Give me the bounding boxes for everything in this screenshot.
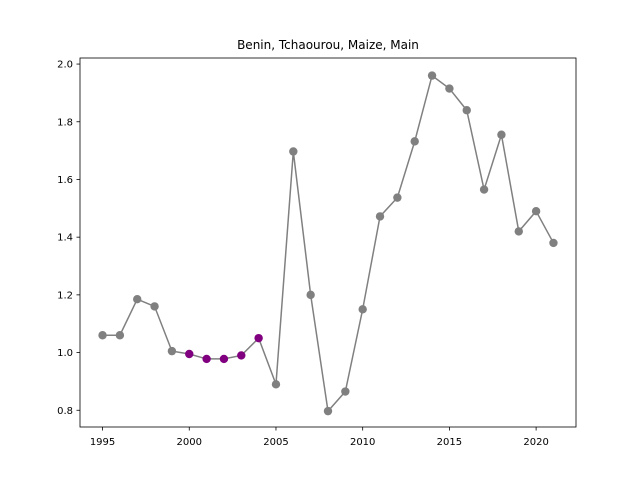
series-line — [102, 74, 555, 413]
data-point — [306, 290, 315, 300]
highlighted-point — [254, 333, 263, 343]
data-point — [531, 206, 541, 216]
data-point — [549, 238, 558, 248]
data-point — [514, 227, 523, 236]
data-point — [150, 302, 159, 311]
y-tick-label: 0.8 — [57, 406, 73, 417]
x-tick-label: 1995 — [90, 437, 115, 448]
y-tick-label: 1.2 — [57, 290, 73, 301]
data-point — [98, 331, 107, 340]
highlighted-point — [185, 349, 194, 359]
x-tick-label: 2010 — [350, 437, 375, 448]
x-tick-label: 2015 — [437, 437, 462, 448]
y-tick-label: 1.8 — [57, 117, 73, 128]
data-point — [427, 71, 437, 80]
data-point — [479, 185, 489, 194]
y-tick-label: 1.4 — [57, 233, 73, 244]
data-point — [323, 406, 333, 416]
data-point — [289, 147, 298, 156]
highlighted-point — [202, 354, 211, 364]
x-tick-label: 2020 — [523, 437, 548, 448]
highlighted-point — [219, 354, 229, 364]
data-point — [133, 294, 142, 304]
data-point — [393, 193, 402, 202]
highlighted-point — [237, 351, 246, 360]
y-tick-label: 1.6 — [57, 175, 73, 186]
data-point — [462, 106, 471, 115]
data-point — [341, 387, 350, 396]
data-point — [358, 305, 367, 314]
x-tick-label: 2005 — [263, 437, 288, 448]
data-point — [410, 137, 419, 146]
plot-frame — [79, 57, 577, 428]
y-tick-label: 1.0 — [57, 348, 73, 359]
x-tick-label: 2000 — [177, 437, 202, 448]
data-point — [375, 212, 385, 221]
chart-title: Benin, Tchaourou, Maize, Main — [237, 38, 419, 52]
data-point — [497, 130, 506, 139]
y-tick-label: 2.0 — [57, 60, 73, 71]
data-point — [167, 346, 177, 356]
data-point — [115, 331, 125, 340]
data-point — [271, 380, 281, 389]
data-point — [445, 84, 454, 93]
